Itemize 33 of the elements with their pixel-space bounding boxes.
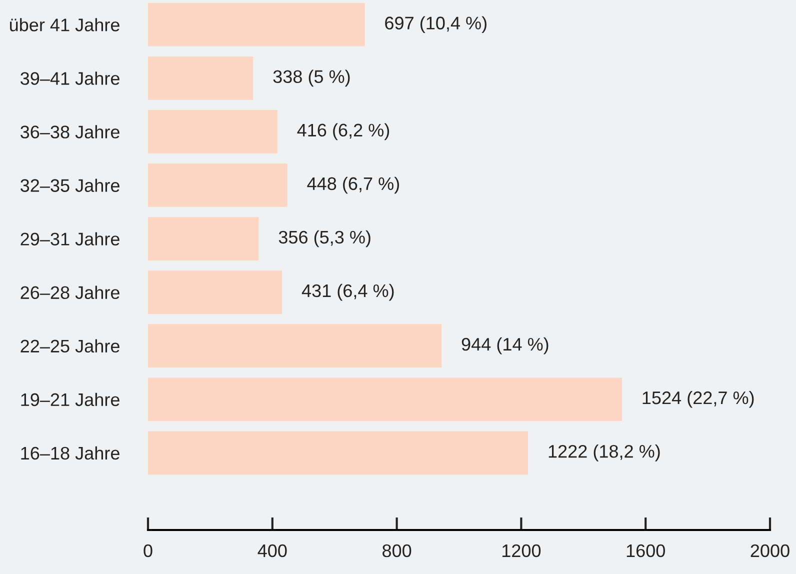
- data-label: 416 (6,2 %): [297, 123, 390, 140]
- x-tick-label: 1200: [502, 544, 541, 558]
- y-tick-label: 22–25 Jahre: [20, 339, 120, 353]
- data-label: 356 (5,3 %): [278, 230, 370, 248]
- data-label: 338 (5 %): [273, 70, 350, 87]
- y-tick-label: 16–18 Jahre: [21, 446, 120, 460]
- bar: [148, 378, 622, 422]
- y-tick-label: 36–38 Jahre: [20, 125, 120, 138]
- data-label: 448 (6,7 %): [307, 176, 399, 194]
- data-label: 697 (10,4 %): [385, 16, 486, 34]
- x-tick-label: 2000: [750, 544, 790, 558]
- y-tick-label: über 41 Jahre: [10, 18, 120, 32]
- bar: [148, 270, 282, 314]
- x-tick-label: 1600: [626, 544, 665, 558]
- data-label: 1222 (18,2 %): [548, 444, 660, 462]
- x-tick-label: 400: [258, 544, 287, 558]
- y-tick-label: 19–21 Jahre: [21, 392, 120, 406]
- bar: [148, 217, 259, 260]
- y-tick-label: 29–31 Jahre: [20, 232, 120, 246]
- x-tick-label: 800: [382, 544, 412, 558]
- bar: [148, 164, 288, 207]
- x-tick-label: 0: [144, 544, 152, 558]
- data-label: 1524 (22,7 %): [642, 390, 754, 408]
- bar: [148, 56, 254, 100]
- bar: [148, 324, 442, 368]
- data-label: 431 (6,4 %): [302, 284, 394, 301]
- data-label: 944 (14 %): [462, 337, 548, 354]
- y-tick-label: 32–35 Jahre: [20, 178, 120, 192]
- bar: [148, 431, 528, 475]
- y-tick-label: 39–41 Jahre: [20, 72, 120, 85]
- bar: [148, 2, 365, 46]
- y-tick-label: 26–28 Jahre: [20, 286, 120, 300]
- bar: [148, 110, 278, 154]
